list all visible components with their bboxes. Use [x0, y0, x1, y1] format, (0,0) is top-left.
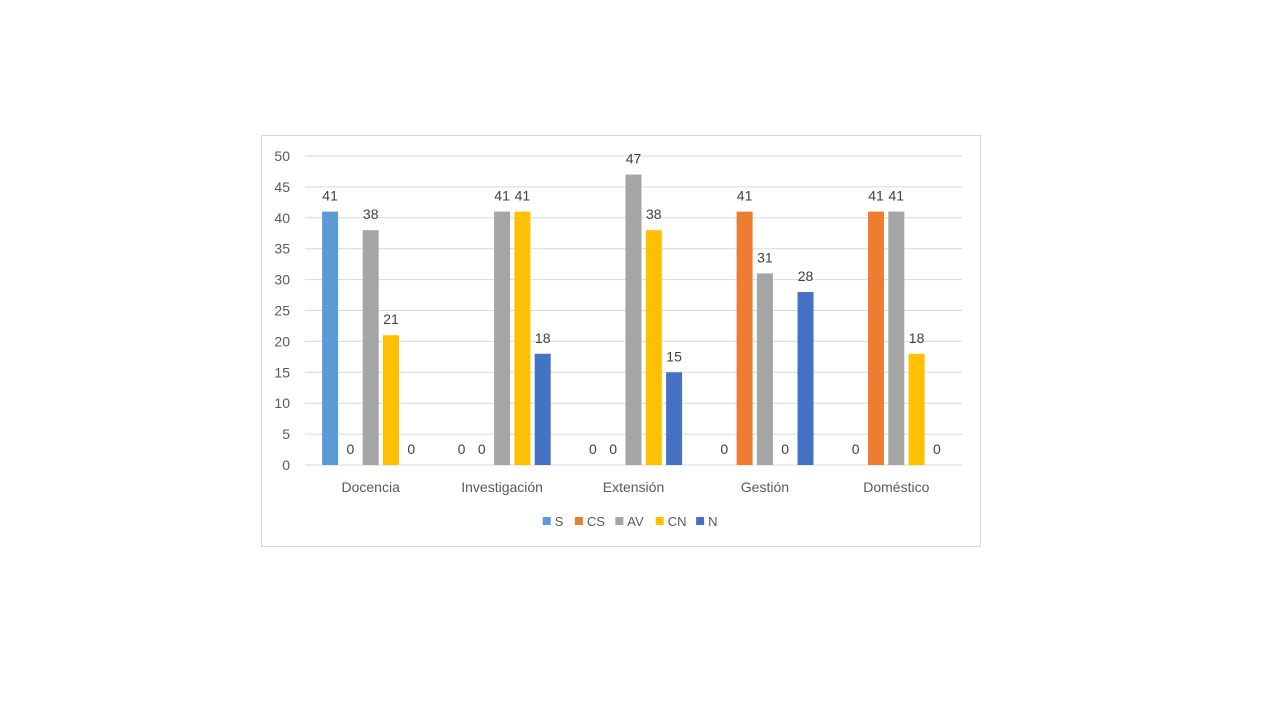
- data-label: 38: [363, 206, 379, 222]
- legend-item-cs: CS: [574, 514, 605, 529]
- data-label: 0: [933, 441, 941, 457]
- data-label: 21: [383, 311, 399, 327]
- y-tick-label: 40: [274, 210, 290, 226]
- y-axis-ticks: 0 5 10 15 20 25 30 35 40 45 50: [274, 148, 290, 473]
- legend-swatch: [574, 517, 583, 525]
- data-label: 0: [781, 441, 789, 457]
- bar-n-1: [534, 353, 551, 465]
- legend-swatch: [696, 517, 705, 525]
- bar-cs-4: [868, 211, 884, 465]
- bar-cn-1: [514, 211, 531, 465]
- legend: S CS AV CN N: [542, 514, 717, 529]
- data-label: 0: [609, 441, 617, 457]
- data-label: 0: [720, 441, 728, 457]
- legend-item-s: S: [542, 514, 564, 529]
- y-tick-label: 10: [274, 395, 290, 411]
- y-tick-label: 0: [282, 457, 290, 473]
- y-tick-label: 45: [274, 179, 290, 195]
- x-axis-categories: Docencia Investigación Extensión Gestión Dom…: [342, 479, 930, 495]
- data-label: 41: [515, 188, 531, 204]
- chart-frame: 0 5 10 15 20 25 30 35 40 45 50 41 0 38 21 0 0 0 41 41 18 0 0 4…: [261, 135, 981, 547]
- legend-label: AV: [627, 514, 644, 529]
- category-label: Docencia: [342, 479, 401, 495]
- data-label: 38: [646, 206, 662, 222]
- category-label: Investigación: [461, 479, 543, 495]
- data-label: 0: [478, 441, 486, 457]
- data-label: 0: [852, 441, 860, 457]
- data-label: 41: [322, 188, 338, 204]
- data-label: 31: [757, 249, 773, 265]
- y-tick-label: 30: [274, 272, 290, 288]
- y-tick-label: 50: [274, 148, 290, 164]
- legend-item-cn: CN: [655, 514, 687, 529]
- data-label: 41: [494, 188, 510, 204]
- data-label: 28: [798, 268, 814, 284]
- y-tick-label: 5: [282, 426, 290, 442]
- bar-cn-2: [645, 230, 662, 465]
- legend-label: CS: [587, 514, 605, 529]
- data-label: 0: [347, 441, 355, 457]
- legend-label: CN: [668, 514, 687, 529]
- legend-swatch: [615, 517, 624, 525]
- data-label: 47: [626, 151, 642, 167]
- y-tick-label: 35: [274, 241, 290, 257]
- data-label: 15: [666, 348, 682, 364]
- data-label: 0: [589, 441, 597, 457]
- category-label: Extensión: [603, 479, 664, 495]
- bar-cn-4: [908, 353, 925, 465]
- legend-label: S: [555, 514, 564, 529]
- legend-item-av: AV: [615, 514, 644, 529]
- data-label: 18: [909, 330, 925, 346]
- legend-swatch: [655, 517, 664, 525]
- data-label: 41: [889, 188, 905, 204]
- bar-n-2: [666, 372, 683, 465]
- bars: [322, 174, 925, 465]
- bar-av-4: [888, 211, 905, 465]
- bar-av-3: [756, 273, 773, 465]
- legend-swatch: [542, 517, 551, 525]
- bar-s-0: [322, 211, 339, 465]
- bar-cn-0: [383, 335, 399, 465]
- y-tick-label: 15: [274, 364, 290, 380]
- y-tick-label: 20: [274, 333, 290, 349]
- bar-av-1: [494, 211, 511, 465]
- legend-label: N: [708, 514, 717, 529]
- data-label: 41: [868, 188, 884, 204]
- bar-n-3: [797, 291, 814, 465]
- bar-av-2: [625, 174, 642, 465]
- data-label: 41: [737, 188, 753, 204]
- data-label: 0: [458, 441, 466, 457]
- bar-av-0: [362, 230, 379, 465]
- category-label: Doméstico: [863, 479, 929, 495]
- y-tick-label: 25: [274, 303, 290, 319]
- bar-cs-3: [736, 211, 753, 465]
- data-label: 18: [535, 330, 551, 346]
- legend-item-n: N: [696, 514, 717, 529]
- data-label: 0: [407, 441, 415, 457]
- category-label: Gestión: [741, 479, 789, 495]
